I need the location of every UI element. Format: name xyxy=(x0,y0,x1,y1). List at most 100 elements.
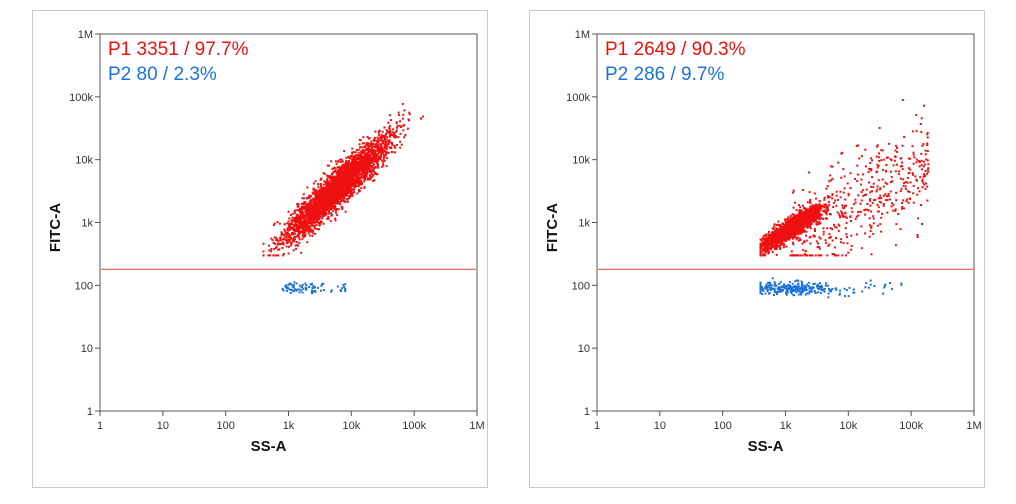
p1-event-point xyxy=(336,201,339,204)
p1-event-point xyxy=(349,173,352,176)
p1-event-point xyxy=(306,215,309,217)
p1-event-point xyxy=(379,136,382,138)
p1-event-point xyxy=(307,203,310,206)
p1-event-point xyxy=(365,164,368,166)
p1-event-point xyxy=(338,171,341,174)
p1-event-point xyxy=(300,251,303,254)
p1-event-point xyxy=(809,207,812,209)
p1-event-point xyxy=(340,158,343,161)
p1-event-point xyxy=(364,171,367,174)
p1-event-point xyxy=(311,221,314,224)
p1-event-point xyxy=(759,247,762,250)
p1-event-point xyxy=(320,177,323,180)
p1-event-point xyxy=(346,194,349,197)
p1-event-point xyxy=(791,217,794,220)
p1-event-point xyxy=(870,225,873,228)
p1-event-point xyxy=(352,183,355,185)
p1-event-point xyxy=(361,159,364,162)
p1-event-point xyxy=(276,221,279,224)
p1-event-point xyxy=(320,184,322,187)
p1-event-point xyxy=(280,231,283,234)
p1-event-point xyxy=(317,183,320,186)
p1-event-point xyxy=(374,130,377,133)
p1-event-point xyxy=(388,127,391,130)
p1-event-point xyxy=(335,175,338,178)
p1-event-point xyxy=(376,162,379,165)
p1-event-point xyxy=(779,224,782,227)
p1-event-point xyxy=(828,180,831,183)
p1-event-point xyxy=(272,241,275,244)
p1-event-point xyxy=(328,191,331,194)
p1-event-point xyxy=(316,228,319,230)
p1-event-point xyxy=(352,163,355,166)
p1-event-point xyxy=(364,178,367,181)
p1-event-point xyxy=(365,173,368,176)
p1-event-point xyxy=(366,153,369,156)
p1-event-point xyxy=(300,220,302,223)
p1-event-point xyxy=(382,160,385,163)
p1-event-point xyxy=(385,151,388,154)
p1-event-point xyxy=(856,164,859,167)
p1-event-point xyxy=(320,185,323,188)
p1-event-point xyxy=(321,200,324,203)
p1-event-point xyxy=(331,201,334,203)
p1-event-point xyxy=(808,171,811,174)
p1-event-point xyxy=(362,162,365,165)
p1-event-point xyxy=(335,201,338,203)
p1-event-point xyxy=(384,150,387,153)
p1-event-point xyxy=(376,149,378,152)
p1-event-point xyxy=(326,183,329,186)
p1-event-point xyxy=(360,158,363,161)
p1-event-point xyxy=(388,125,391,127)
p2-event-point xyxy=(314,290,317,293)
p1-event-point xyxy=(305,224,308,227)
p1-event-point xyxy=(912,184,915,187)
p1-event-point xyxy=(320,186,323,189)
p1-event-point xyxy=(912,192,915,195)
p1-event-point xyxy=(377,148,380,151)
p1-event-point xyxy=(291,223,294,225)
p1-event-point xyxy=(920,204,922,206)
p1-event-point xyxy=(803,207,806,210)
p1-event-point xyxy=(356,175,359,178)
p1-event-point xyxy=(926,142,929,145)
p1-event-point xyxy=(302,207,304,210)
p1-event-point xyxy=(326,179,329,182)
p1-event-point xyxy=(320,212,323,215)
p1-event-point xyxy=(357,164,360,167)
p1-event-point xyxy=(374,160,377,163)
p1-event-point xyxy=(341,176,343,179)
p1-event-point xyxy=(920,131,923,134)
p1-event-point xyxy=(371,173,373,176)
p1-event-point xyxy=(828,195,831,198)
p1-event-point xyxy=(844,227,847,230)
p1-event-point xyxy=(319,216,321,218)
p1-event-point xyxy=(351,164,354,167)
p1-event-point xyxy=(344,183,347,186)
p1-event-point xyxy=(352,188,355,191)
p1-event-point xyxy=(404,134,407,136)
p1-event-point xyxy=(275,239,278,242)
p1-event-point xyxy=(355,175,358,178)
p1-event-point xyxy=(339,177,342,179)
p1-event-point xyxy=(886,182,889,185)
p1-event-point xyxy=(282,252,285,255)
p1-event-point xyxy=(341,160,344,163)
p1-event-point xyxy=(831,165,834,168)
p1-event-point xyxy=(382,154,385,156)
p1-event-point xyxy=(360,174,363,177)
p1-event-point xyxy=(835,204,838,207)
p1-event-point xyxy=(877,164,880,167)
p1-event-point xyxy=(892,203,895,206)
p1-event-point xyxy=(831,197,834,200)
p1-event-point xyxy=(284,235,287,238)
p1-event-point xyxy=(340,186,343,188)
p1-event-point xyxy=(375,158,378,161)
p1-event-point xyxy=(820,204,823,207)
p1-event-point xyxy=(837,229,840,232)
p1-event-point xyxy=(346,160,349,163)
p2-event-point xyxy=(311,291,314,294)
p1-event-point xyxy=(357,151,360,154)
p1-event-point xyxy=(367,147,370,150)
p1-event-point xyxy=(327,217,330,220)
